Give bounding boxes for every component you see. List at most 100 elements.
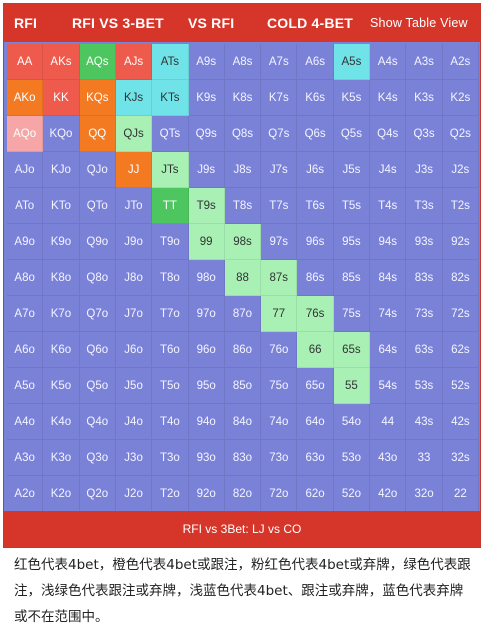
hand-cell[interactable]: AA [7, 44, 44, 80]
hand-cell[interactable]: A9s [188, 44, 225, 80]
hand-cell[interactable]: Q6o [79, 332, 116, 368]
hand-cell[interactable]: KJs [115, 80, 153, 116]
hand-cell[interactable]: QJo [79, 152, 116, 188]
hand-cell[interactable]: A7o [7, 296, 44, 332]
hand-cell[interactable]: KQo [43, 116, 80, 152]
hand-cell[interactable]: JJ [115, 152, 153, 188]
hand-cell[interactable]: KQs [79, 80, 116, 116]
hand-cell[interactable]: 88 [224, 260, 262, 296]
hand-cell[interactable]: 54o [333, 404, 371, 440]
hand-cell[interactable]: 85s [333, 260, 371, 296]
hand-cell[interactable]: A6s [297, 44, 334, 80]
show-table-view-link[interactable]: Show Table View [370, 16, 468, 30]
hand-cell[interactable]: 83s [406, 260, 443, 296]
hand-cell[interactable]: A3o [7, 440, 44, 476]
tab-rfi-vs-3bet[interactable]: RFI VS 3-BET [72, 15, 164, 31]
hand-cell[interactable]: J6s [297, 152, 334, 188]
hand-cell[interactable]: KTo [43, 188, 80, 224]
hand-cell[interactable]: 74s [370, 296, 407, 332]
hand-cell[interactable]: 42s [442, 404, 479, 440]
hand-cell[interactable]: K5s [333, 80, 371, 116]
hand-cell[interactable]: 96o [188, 332, 225, 368]
hand-cell[interactable]: 97o [188, 296, 225, 332]
hand-cell[interactable]: J8o [115, 260, 153, 296]
hand-cell[interactable]: 62s [442, 332, 479, 368]
hand-cell[interactable]: Q6s [297, 116, 334, 152]
hand-cell[interactable]: ATo [7, 188, 44, 224]
hand-cell[interactable]: K7s [261, 80, 298, 116]
hand-cell[interactable]: T5s [333, 188, 371, 224]
hand-cell[interactable]: K8s [224, 80, 262, 116]
hand-cell[interactable]: 65o [297, 368, 334, 404]
hand-cell[interactable]: 86o [224, 332, 262, 368]
hand-cell[interactable]: J2s [442, 152, 479, 188]
hand-cell[interactable]: 22 [442, 476, 479, 512]
hand-cell[interactable]: AJs [115, 44, 153, 80]
hand-cell[interactable]: Q2s [442, 116, 479, 152]
hand-cell[interactable]: 33 [406, 440, 443, 476]
hand-cell[interactable]: KK [43, 80, 80, 116]
hand-cell[interactable]: 98s [224, 224, 262, 260]
hand-cell[interactable]: J9o [115, 224, 153, 260]
hand-cell[interactable]: J9s [188, 152, 225, 188]
hand-cell[interactable]: 94o [188, 404, 225, 440]
hand-cell[interactable]: AQs [79, 44, 116, 80]
hand-cell[interactable]: 53o [333, 440, 371, 476]
hand-cell[interactable]: 92s [442, 224, 479, 260]
hand-cell[interactable]: 52o [333, 476, 371, 512]
hand-cell[interactable]: K9s [188, 80, 225, 116]
hand-cell[interactable]: J4s [370, 152, 407, 188]
hand-cell[interactable]: 72s [442, 296, 479, 332]
hand-cell[interactable]: T6s [297, 188, 334, 224]
hand-cell[interactable]: K8o [43, 260, 80, 296]
hand-cell[interactable]: K7o [43, 296, 80, 332]
hand-cell[interactable]: 94s [370, 224, 407, 260]
hand-cell[interactable]: J7s [261, 152, 298, 188]
hand-cell[interactable]: KTs [152, 80, 189, 116]
hand-cell[interactable]: 64s [370, 332, 407, 368]
hand-cell[interactable]: K6s [297, 80, 334, 116]
hand-cell[interactable]: 93o [188, 440, 225, 476]
hand-cell[interactable]: AQo [7, 116, 44, 152]
hand-cell[interactable]: J5s [333, 152, 371, 188]
hand-cell[interactable]: T4s [370, 188, 407, 224]
hand-cell[interactable]: 63o [297, 440, 334, 476]
hand-cell[interactable]: T7s [261, 188, 298, 224]
hand-cell[interactable]: A7s [261, 44, 298, 80]
hand-cell[interactable]: Q5s [333, 116, 371, 152]
hand-cell[interactable]: QTs [152, 116, 189, 152]
hand-cell[interactable]: 83o [224, 440, 262, 476]
hand-cell[interactable]: 75o [261, 368, 298, 404]
hand-cell[interactable]: 76s [297, 296, 334, 332]
hand-cell[interactable]: J8s [224, 152, 262, 188]
hand-cell[interactable]: AKo [7, 80, 44, 116]
hand-cell[interactable]: 98o [188, 260, 225, 296]
hand-cell[interactable]: K4s [370, 80, 407, 116]
hand-cell[interactable]: K4o [43, 404, 80, 440]
hand-cell[interactable]: A9o [7, 224, 44, 260]
hand-cell[interactable]: ATs [152, 44, 189, 80]
hand-cell[interactable]: A2s [442, 44, 479, 80]
hand-cell[interactable]: 87o [224, 296, 262, 332]
hand-cell[interactable]: 96s [297, 224, 334, 260]
hand-cell[interactable]: T3o [152, 440, 189, 476]
hand-cell[interactable]: 53s [406, 368, 443, 404]
hand-cell[interactable]: 93s [406, 224, 443, 260]
hand-cell[interactable]: Q8s [224, 116, 262, 152]
hand-cell[interactable]: Q3o [79, 440, 116, 476]
hand-cell[interactable]: 95s [333, 224, 371, 260]
hand-cell[interactable]: T9s [188, 188, 225, 224]
hand-cell[interactable]: 66 [297, 332, 334, 368]
hand-cell[interactable]: 54s [370, 368, 407, 404]
hand-cell[interactable]: J4o [115, 404, 153, 440]
hand-cell[interactable]: QTo [79, 188, 116, 224]
hand-cell[interactable]: 65s [333, 332, 371, 368]
hand-cell[interactable]: 84s [370, 260, 407, 296]
hand-cell[interactable]: T9o [152, 224, 189, 260]
hand-cell[interactable]: A8o [7, 260, 44, 296]
hand-cell[interactable]: 74o [261, 404, 298, 440]
hand-cell[interactable]: T5o [152, 368, 189, 404]
hand-cell[interactable]: J3s [406, 152, 443, 188]
hand-cell[interactable]: AKs [43, 44, 80, 80]
hand-cell[interactable]: QJs [115, 116, 153, 152]
